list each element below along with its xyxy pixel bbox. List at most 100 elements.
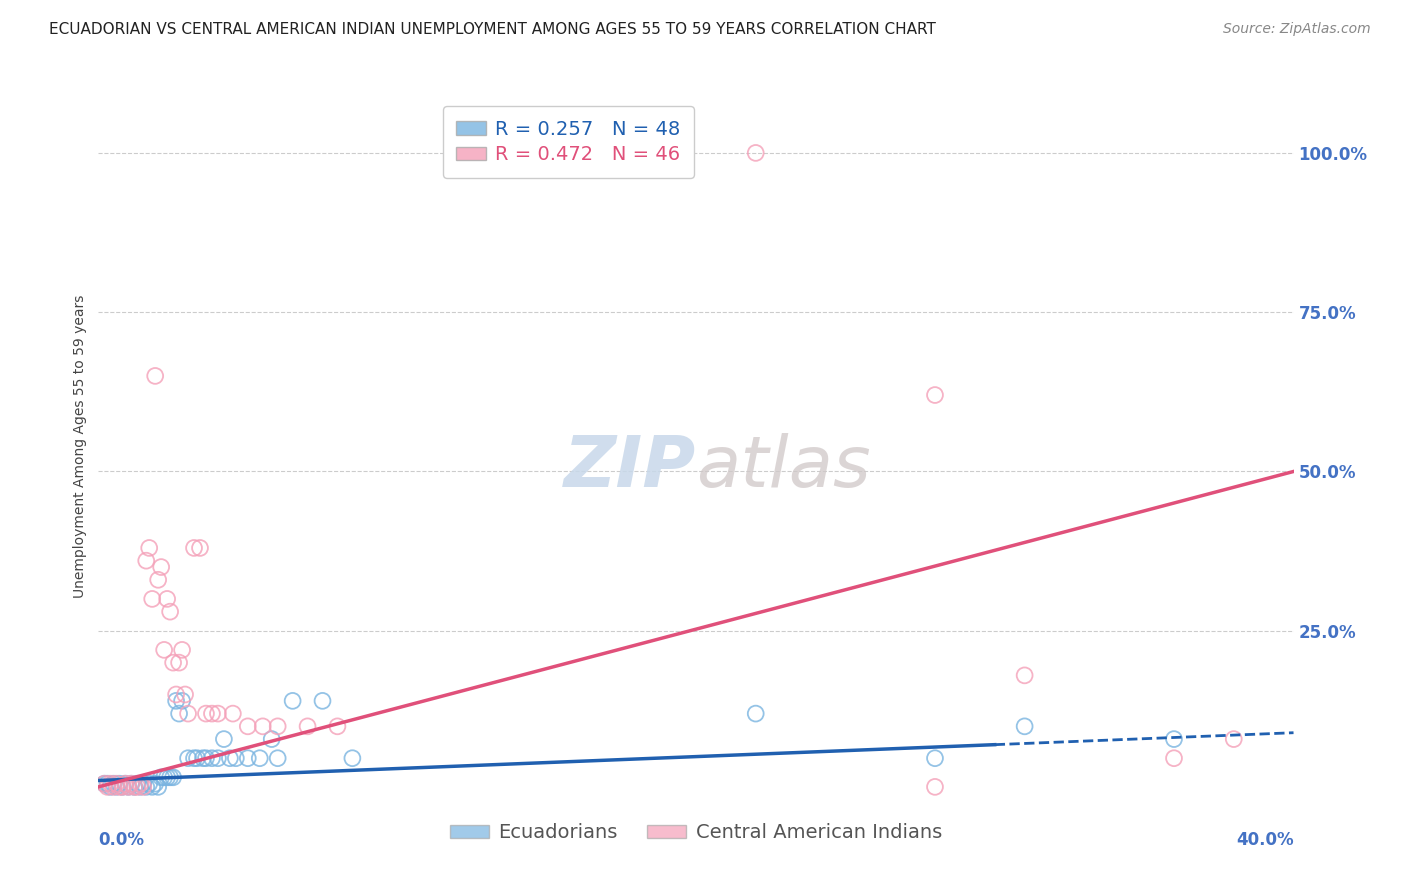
Point <box>183 541 205 555</box>
Point <box>1014 668 1036 682</box>
Point <box>1014 719 1036 733</box>
Point <box>260 732 283 747</box>
Point <box>117 780 139 794</box>
Point <box>108 777 131 791</box>
Point <box>924 388 946 402</box>
Point <box>111 780 134 794</box>
Point <box>326 719 349 733</box>
Point <box>212 732 235 747</box>
Point <box>127 780 149 794</box>
Point <box>143 777 166 791</box>
Point <box>105 777 128 791</box>
Point <box>924 751 946 765</box>
Point <box>195 706 218 721</box>
Point <box>195 751 218 765</box>
Point <box>159 770 181 784</box>
Text: ECUADORIAN VS CENTRAL AMERICAN INDIAN UNEMPLOYMENT AMONG AGES 55 TO 59 YEARS COR: ECUADORIAN VS CENTRAL AMERICAN INDIAN UN… <box>49 22 936 37</box>
Point <box>188 541 211 555</box>
Point <box>191 751 214 765</box>
Point <box>96 780 118 794</box>
Point <box>167 706 190 721</box>
Point <box>1163 751 1185 765</box>
Point <box>225 751 247 765</box>
Point <box>177 706 200 721</box>
Point <box>172 694 194 708</box>
Point <box>141 780 163 794</box>
Text: Source: ZipAtlas.com: Source: ZipAtlas.com <box>1223 22 1371 37</box>
Point <box>201 706 224 721</box>
Point <box>93 777 115 791</box>
Point <box>117 780 139 794</box>
Y-axis label: Unemployment Among Ages 55 to 59 years: Unemployment Among Ages 55 to 59 years <box>73 294 87 598</box>
Point <box>124 780 146 794</box>
Point <box>207 751 229 765</box>
Point <box>186 751 208 765</box>
Point <box>924 780 946 794</box>
Point <box>143 368 166 383</box>
Point <box>745 145 768 160</box>
Point <box>342 751 364 765</box>
Point <box>297 719 319 733</box>
Point <box>1163 732 1185 747</box>
Point <box>132 777 155 791</box>
Point <box>129 780 152 794</box>
Point <box>135 554 157 568</box>
Point <box>111 780 134 794</box>
Point <box>114 777 136 791</box>
Point <box>148 573 170 587</box>
Point <box>745 706 768 721</box>
Point <box>96 777 118 791</box>
Point <box>103 780 125 794</box>
Point <box>124 780 146 794</box>
Point <box>138 777 160 791</box>
Point <box>141 591 163 606</box>
Legend: Ecuadorians, Central American Indians: Ecuadorians, Central American Indians <box>441 815 950 850</box>
Text: 0.0%: 0.0% <box>98 831 145 849</box>
Point <box>98 777 122 791</box>
Text: atlas: atlas <box>696 433 870 502</box>
Point <box>105 780 128 794</box>
Point <box>183 751 205 765</box>
Point <box>162 770 184 784</box>
Point <box>108 780 131 794</box>
Point <box>114 777 136 791</box>
Point <box>252 719 274 733</box>
Point <box>236 751 259 765</box>
Text: 40.0%: 40.0% <box>1236 831 1294 849</box>
Point <box>174 688 197 702</box>
Point <box>132 780 155 794</box>
Point <box>219 751 242 765</box>
Point <box>159 605 181 619</box>
Point <box>150 770 173 784</box>
Point <box>156 770 179 784</box>
Point <box>165 694 187 708</box>
Point <box>120 777 142 791</box>
Point <box>135 780 157 794</box>
Point <box>222 706 245 721</box>
Point <box>162 656 184 670</box>
Point <box>249 751 271 765</box>
Point <box>150 560 173 574</box>
Point <box>98 780 122 794</box>
Point <box>93 777 115 791</box>
Point <box>236 719 259 733</box>
Point <box>156 591 179 606</box>
Point <box>127 777 149 791</box>
Point <box>120 777 142 791</box>
Point <box>138 541 160 555</box>
Point <box>167 656 190 670</box>
Point <box>267 719 290 733</box>
Point <box>207 706 229 721</box>
Point <box>165 688 187 702</box>
Point <box>281 694 304 708</box>
Point <box>1223 732 1246 747</box>
Point <box>267 751 290 765</box>
Point <box>177 751 200 765</box>
Point <box>103 777 125 791</box>
Text: ZIP: ZIP <box>564 433 696 502</box>
Point <box>153 770 176 784</box>
Point <box>311 694 333 708</box>
Point <box>129 777 152 791</box>
Point <box>172 643 194 657</box>
Point <box>148 780 170 794</box>
